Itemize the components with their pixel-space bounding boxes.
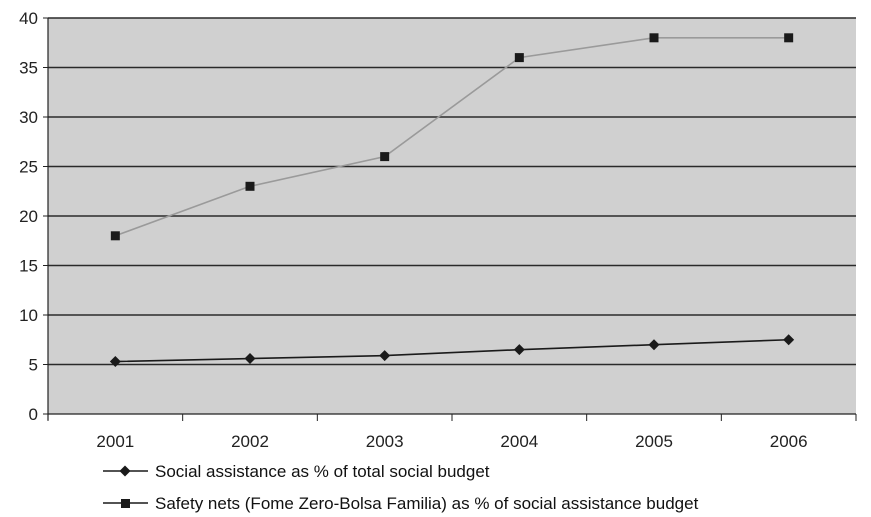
- point-safety: [649, 33, 659, 43]
- point-social: [513, 344, 525, 356]
- y-tick-label: 25: [19, 158, 38, 177]
- x-tick-label: 2002: [231, 432, 269, 451]
- x-tick-label: 2005: [635, 432, 673, 451]
- point-social: [648, 339, 660, 351]
- gridlines: [48, 17, 856, 366]
- y-tick-label: 40: [19, 9, 38, 28]
- x-tick-labels: 2001 2002 2003 2004 2005 2006: [96, 432, 807, 451]
- point-safety: [784, 33, 794, 43]
- legend-marker-square-icon: [121, 499, 130, 508]
- x-tick-label: 2006: [770, 432, 808, 451]
- y-tick-label: 20: [19, 207, 38, 226]
- series-line-safety: [115, 36, 789, 237]
- point-safety: [380, 152, 390, 162]
- point-safety: [245, 181, 255, 191]
- legend: Social assistance as % of total social b…: [103, 462, 699, 513]
- legend-marker-diamond-icon: [119, 465, 131, 477]
- legend-label-safety: Safety nets (Fome Zero-Bolsa Familia) as…: [155, 494, 699, 513]
- series-line-social: [115, 338, 789, 363]
- y-tick-label: 15: [19, 257, 38, 276]
- point-safety: [514, 53, 524, 63]
- legend-item-social: Social assistance as % of total social b…: [103, 462, 490, 481]
- x-tick-label: 2001: [96, 432, 134, 451]
- point-social: [379, 350, 391, 362]
- point-social: [783, 334, 795, 346]
- legend-item-safety: Safety nets (Fome Zero-Bolsa Familia) as…: [103, 494, 699, 513]
- axes: [43, 17, 857, 421]
- point-social: [109, 356, 121, 368]
- y-tick-label: 10: [19, 306, 38, 325]
- y-tick-label: 35: [19, 59, 38, 78]
- y-tick-labels: 0 5 10 15 20 25 30 35 40: [19, 9, 38, 424]
- x-tick-label: 2004: [500, 432, 538, 451]
- y-tick-label: 30: [19, 108, 38, 127]
- x-tick-label: 2003: [366, 432, 404, 451]
- legend-label-social: Social assistance as % of total social b…: [155, 462, 490, 481]
- y-tick-label: 0: [29, 405, 38, 424]
- point-social: [244, 353, 256, 365]
- series-layer: [109, 33, 795, 368]
- point-safety: [110, 231, 120, 241]
- y-tick-label: 5: [29, 356, 38, 375]
